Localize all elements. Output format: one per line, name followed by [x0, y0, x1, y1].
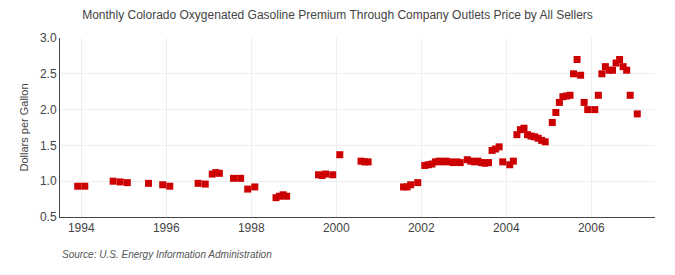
svg-text:2.5: 2.5: [40, 67, 57, 81]
svg-text:2.0: 2.0: [40, 103, 57, 117]
svg-text:2006: 2006: [578, 221, 605, 235]
svg-text:2000: 2000: [323, 221, 350, 235]
svg-text:Monthly Colorado Oxygenated Ga: Monthly Colorado Oxygenated Gasoline Pre…: [82, 8, 593, 22]
svg-text:1994: 1994: [68, 221, 95, 235]
svg-text:1996: 1996: [153, 221, 180, 235]
svg-text:1.0: 1.0: [40, 174, 57, 188]
svg-text:2004: 2004: [493, 221, 520, 235]
svg-text:0.5: 0.5: [40, 210, 57, 224]
svg-text:Dollars per Gallon: Dollars per Gallon: [18, 83, 30, 171]
svg-text:3.0: 3.0: [40, 31, 57, 45]
svg-text:1998: 1998: [238, 221, 265, 235]
svg-text:2002: 2002: [408, 221, 435, 235]
svg-text:Source: U.S. Energy Informatio: Source: U.S. Energy Information Administ…: [62, 249, 272, 260]
svg-text:1.5: 1.5: [40, 139, 57, 153]
